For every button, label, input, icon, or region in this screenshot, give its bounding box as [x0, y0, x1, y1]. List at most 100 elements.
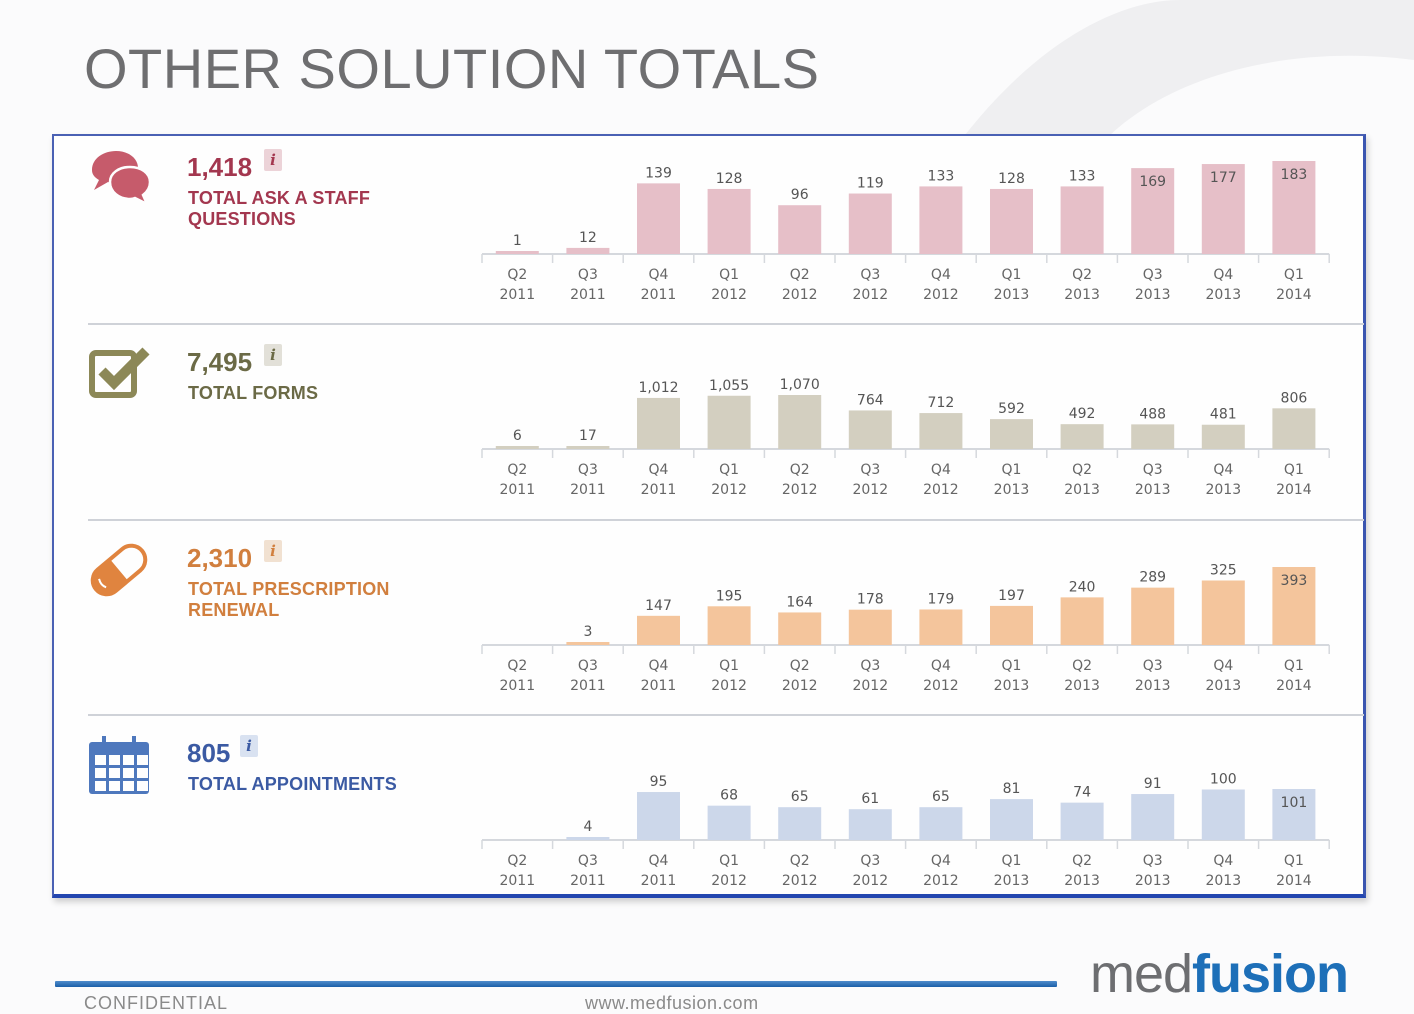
data-label: 325 — [1210, 562, 1237, 578]
bar[interactable] — [1272, 789, 1316, 840]
x-tick-label-quarter: Q3 — [578, 853, 598, 869]
bar[interactable] — [778, 395, 822, 449]
bar[interactable] — [1060, 597, 1104, 645]
bar[interactable] — [778, 612, 822, 645]
bar[interactable] — [1272, 567, 1316, 645]
bar[interactable] — [637, 183, 680, 254]
bar[interactable] — [566, 446, 610, 449]
page-title: OTHER SOLUTION TOTALS — [84, 37, 820, 100]
total-value: 7,495 — [187, 347, 253, 377]
data-label: 592 — [998, 401, 1025, 417]
bar[interactable] — [778, 205, 822, 254]
bar[interactable] — [848, 809, 892, 840]
x-tick-label-year: 2011 — [499, 678, 535, 694]
x-tick-label-year: 2014 — [1276, 678, 1312, 694]
x-tick-label-quarter: Q4 — [1213, 267, 1233, 283]
data-label: 393 — [1281, 573, 1308, 589]
bar[interactable] — [919, 609, 963, 645]
bar[interactable] — [1201, 789, 1245, 840]
x-tick-label-quarter: Q4 — [931, 267, 951, 283]
x-tick-label-year: 2012 — [852, 482, 888, 498]
x-tick-label-quarter: Q1 — [1284, 658, 1304, 674]
bar[interactable] — [1060, 802, 1104, 840]
x-tick-label-year: 2013 — [1064, 873, 1100, 889]
data-label: 1,055 — [709, 378, 749, 394]
bar[interactable] — [848, 410, 892, 449]
x-tick-label-quarter: Q4 — [931, 853, 951, 869]
bar[interactable] — [495, 446, 539, 449]
x-tick-label-year: 2012 — [782, 873, 818, 889]
x-tick-label-quarter: Q1 — [1284, 462, 1304, 478]
x-tick-label-quarter: Q2 — [1072, 658, 1092, 674]
data-label: 289 — [1139, 570, 1166, 586]
bar[interactable] — [990, 188, 1033, 254]
data-label: 240 — [1069, 579, 1096, 595]
bar[interactable] — [848, 193, 892, 254]
panel-forms: 7,495 i TOTAL FORMS 6 Q2 2011 17 Q3 2011 1,012 Q4 2… — [54, 331, 1363, 526]
x-tick-label-quarter: Q3 — [1143, 658, 1163, 674]
x-tick-label-year: 2011 — [641, 287, 677, 303]
total-label: TOTAL FORMS — [188, 383, 319, 403]
bar[interactable] — [1201, 424, 1245, 449]
x-tick-label-quarter: Q1 — [1002, 267, 1022, 283]
bar[interactable] — [990, 419, 1033, 449]
data-label: 12 — [579, 230, 597, 246]
x-tick-label-quarter: Q4 — [1213, 462, 1233, 478]
data-label: 147 — [645, 598, 672, 614]
info-icon[interactable]: i — [264, 149, 282, 171]
x-tick-label-year: 2013 — [994, 678, 1030, 694]
bar[interactable] — [919, 413, 963, 449]
bar[interactable] — [848, 609, 892, 645]
bar[interactable] — [1131, 168, 1175, 254]
x-tick-label-year: 2012 — [711, 873, 747, 889]
info-icon[interactable]: i — [240, 735, 258, 757]
info-icon[interactable]: i — [264, 344, 282, 366]
bar[interactable] — [1060, 424, 1104, 449]
x-tick-label-quarter: Q3 — [860, 462, 880, 478]
bar[interactable] — [566, 247, 610, 254]
x-tick-label-year: 2013 — [1205, 678, 1241, 694]
x-tick-label-quarter: Q3 — [1143, 462, 1163, 478]
data-label: 91 — [1144, 776, 1162, 792]
checkbox-icon — [86, 343, 152, 405]
x-tick-label-quarter: Q3 — [860, 267, 880, 283]
bar[interactable] — [1131, 794, 1175, 840]
bar[interactable] — [1272, 408, 1316, 449]
info-icon[interactable]: i — [264, 540, 282, 562]
panel-appointments: 805 i TOTAL APPOINTMENTS Q2 2011 4 Q3 2011 95 Q4 2… — [54, 722, 1363, 917]
footer-website[interactable]: www.medfusion.com — [585, 993, 759, 1013]
bar[interactable] — [637, 792, 680, 840]
bar[interactable] — [919, 807, 963, 840]
bar[interactable] — [990, 799, 1033, 840]
bar[interactable] — [1201, 580, 1245, 645]
bar[interactable] — [566, 642, 610, 645]
data-label: 6 — [513, 428, 522, 444]
x-tick-label-quarter: Q2 — [507, 267, 527, 283]
bar[interactable] — [707, 395, 751, 449]
bar[interactable] — [1272, 161, 1316, 254]
bar[interactable] — [1201, 164, 1245, 254]
x-tick-label-year: 2011 — [570, 482, 606, 498]
footer-rule — [55, 981, 1057, 987]
total-label: TOTAL PRESCRIPTION RENEWAL — [188, 579, 390, 620]
bar[interactable] — [566, 837, 610, 840]
x-tick-label-year: 2011 — [499, 287, 535, 303]
bar[interactable] — [1131, 424, 1175, 449]
bar[interactable] — [990, 605, 1033, 645]
bar[interactable] — [778, 807, 822, 840]
x-tick-label-quarter: Q1 — [1002, 853, 1022, 869]
x-tick-label-quarter: Q1 — [1002, 658, 1022, 674]
x-tick-label-quarter: Q4 — [649, 267, 669, 283]
bar[interactable] — [707, 805, 751, 840]
bar[interactable] — [919, 186, 963, 254]
bar[interactable] — [707, 188, 751, 254]
bar[interactable] — [1060, 186, 1104, 254]
bar[interactable] — [637, 615, 680, 645]
x-tick-label-quarter: Q2 — [790, 462, 810, 478]
bar[interactable] — [637, 397, 680, 449]
bar[interactable] — [495, 251, 539, 254]
x-tick-label-quarter: Q3 — [1143, 267, 1163, 283]
bar[interactable] — [1131, 587, 1175, 645]
data-label: 1,070 — [780, 377, 820, 393]
bar[interactable] — [707, 606, 751, 645]
